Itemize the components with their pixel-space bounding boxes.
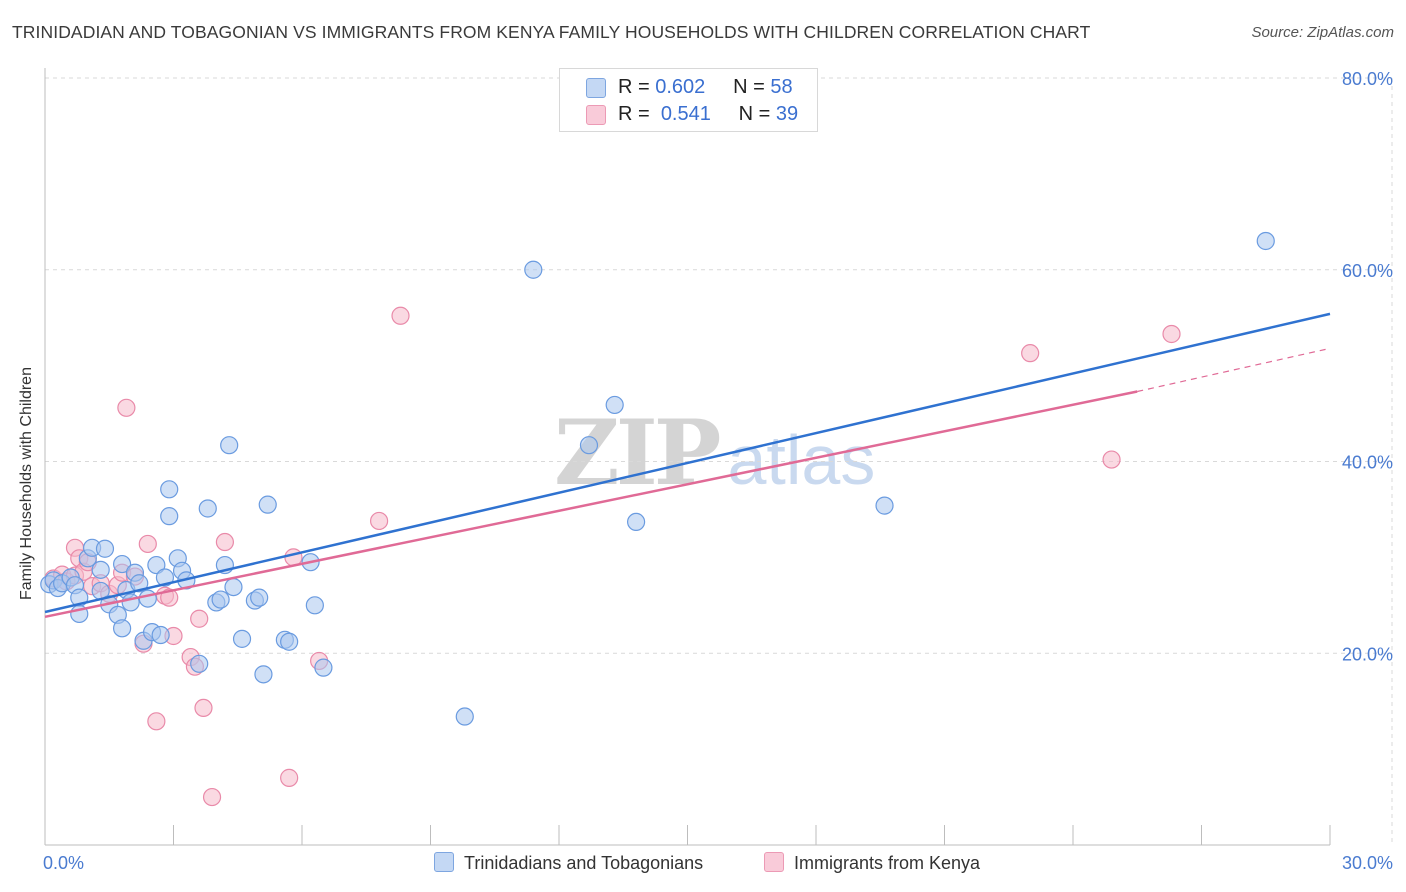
point-trinidad: [254, 665, 273, 684]
point-kenya: [370, 511, 389, 531]
trend-line-kenya: [44, 390, 1138, 619]
legend-swatch-kenya: [586, 105, 606, 125]
point-trinidad: [626, 512, 646, 532]
point-trinidad: [258, 495, 277, 514]
series-trinidad-points: [40, 231, 1275, 726]
point-kenya: [215, 532, 234, 552]
point-trinidad: [1256, 231, 1275, 251]
point-trinidad: [138, 589, 157, 608]
point-trinidad: [305, 596, 324, 615]
trend-lines: [44, 312, 1331, 619]
point-trinidad: [151, 625, 170, 645]
point-kenya: [117, 398, 136, 417]
point-trinidad: [605, 395, 624, 415]
legend-r-value: 0.602: [655, 76, 706, 98]
point-trinidad: [121, 593, 140, 612]
point-trinidad: [112, 554, 132, 574]
correlation-legend: R = 0.602 N = 58 R = 0.541 N = 39: [559, 68, 818, 132]
trend-line-kenya-extension: [1137, 347, 1331, 393]
point-trinidad: [455, 707, 474, 726]
legend-n-label: N =: [733, 76, 765, 98]
point-trinidad: [112, 619, 132, 638]
point-kenya: [190, 609, 209, 628]
legend-item-trinidad: Trinidadians and Tobagonians: [434, 852, 703, 874]
y-tick-label: 20.0%: [1342, 644, 1393, 664]
point-kenya: [160, 588, 179, 607]
point-kenya: [1102, 450, 1121, 469]
legend-swatch-trinidad: [586, 78, 606, 98]
point-trinidad: [220, 436, 239, 455]
point-trinidad: [232, 629, 252, 648]
point-trinidad: [314, 658, 333, 677]
point-kenya: [138, 534, 157, 554]
point-trinidad: [147, 555, 166, 575]
point-kenya: [147, 712, 166, 731]
point-trinidad: [875, 496, 894, 515]
legend-n-label: N =: [738, 103, 771, 125]
point-kenya: [1162, 324, 1181, 344]
legend-r-label: R =: [618, 76, 650, 98]
point-trinidad: [524, 260, 543, 279]
series-kenya-points: [44, 306, 1181, 807]
point-trinidad: [95, 539, 115, 558]
point-trinidad: [160, 507, 179, 526]
point-kenya: [202, 787, 222, 807]
point-trinidad: [579, 436, 599, 455]
legend-n-value: 58: [770, 76, 793, 98]
source-label: Source: ZipAtlas.com: [1251, 24, 1394, 41]
trend-line-trinidad: [44, 312, 1331, 614]
point-trinidad: [224, 577, 243, 597]
legend-label-trinidad: Trinidadians and Tobagonians: [464, 853, 704, 873]
y-tick-label: 60.0%: [1342, 261, 1393, 281]
grid-lines: [45, 77, 1393, 845]
point-kenya: [194, 698, 213, 717]
point-kenya: [1021, 344, 1040, 363]
legend-r-label: R =: [618, 103, 650, 125]
point-kenya: [391, 306, 410, 325]
x-tick-label: 0.0%: [43, 853, 84, 873]
legend-label-kenya: Immigrants from Kenya: [794, 853, 981, 873]
point-trinidad: [91, 560, 110, 579]
y-tick-label: 80.0%: [1342, 69, 1393, 89]
legend-item-kenya: Immigrants from Kenya: [764, 852, 980, 874]
point-kenya: [280, 768, 299, 787]
legend-n-value: 39: [775, 103, 799, 125]
point-trinidad: [155, 568, 175, 587]
y-tick-label: 40.0%: [1342, 453, 1393, 473]
chart-title: TRINIDADIAN AND TOBAGONIAN VS IMMIGRANTS…: [12, 22, 1091, 42]
point-trinidad: [130, 574, 149, 593]
tick-labels: 20.0% 40.0% 60.0% 80.0% 0.0% 30.0%: [43, 69, 1393, 873]
point-trinidad: [211, 590, 230, 609]
legend-swatch-trinidad: [434, 852, 454, 872]
point-trinidad: [190, 654, 209, 673]
legend-r-value: 0.541: [660, 103, 711, 125]
point-trinidad: [160, 480, 179, 499]
point-trinidad: [250, 588, 269, 607]
point-trinidad: [198, 499, 217, 518]
x-tick-label: 30.0%: [1342, 853, 1393, 873]
legend-swatch-kenya: [764, 852, 784, 872]
axes: [44, 68, 1331, 846]
point-trinidad: [280, 632, 299, 651]
